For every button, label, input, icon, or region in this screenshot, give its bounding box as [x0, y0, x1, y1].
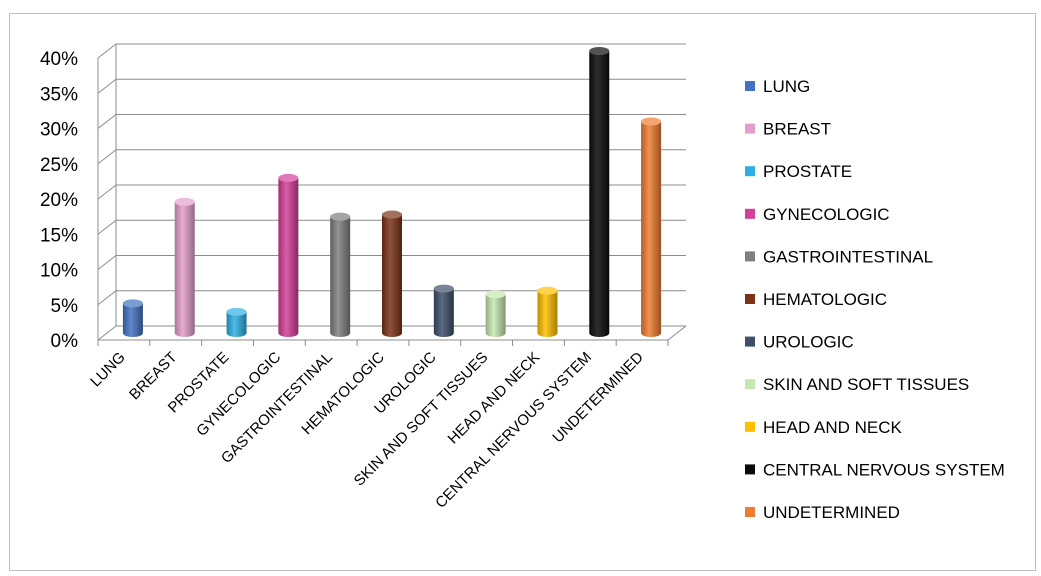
bar-body: [226, 311, 247, 337]
legend-swatch: [745, 81, 755, 91]
bar-top: [485, 290, 506, 299]
legend-swatch: [745, 464, 755, 475]
bar-top: [382, 210, 402, 219]
bar-top: [537, 286, 558, 295]
legend-label: LUNG: [763, 77, 810, 96]
gridline-side: [97, 290, 117, 306]
legend-swatch: [745, 336, 755, 347]
bar-gastrointestinal: [330, 212, 351, 337]
x-tick-label: BREAST: [126, 349, 180, 403]
bar-lung: [122, 299, 143, 337]
gridline-side: [97, 43, 117, 59]
bar-top: [433, 284, 454, 293]
bar-body: [433, 288, 454, 337]
legend-label: HEMATOLOGIC: [763, 290, 887, 309]
bar-hematologic: [382, 210, 402, 337]
legend-item: PROSTATE: [745, 162, 852, 181]
bar-top: [174, 197, 195, 206]
legend-swatch: [745, 166, 755, 177]
legend: LUNG BREAST PROSTATE GYNECOLOGIC GASTROINTES…: [745, 77, 1005, 522]
bar-breast: [174, 197, 195, 337]
bar-body: [537, 290, 558, 337]
legend-swatch: [745, 294, 755, 304]
legend-label: UROLOGIC: [763, 333, 854, 352]
bar-body: [641, 121, 662, 337]
bar-body: [278, 177, 299, 337]
bar-top: [641, 117, 662, 126]
bar-urologic: [433, 284, 454, 337]
legend-label: PROSTATE: [763, 162, 852, 181]
x-tick-labels: LUNGBREASTPROSTATEGYNECOLOGICGASTROINTES…: [87, 349, 647, 512]
y-tick-label: 40%: [40, 49, 78, 70]
bar-central-nervous-system: [589, 47, 610, 337]
bar-body: [589, 51, 610, 337]
gridline-side: [97, 325, 117, 341]
legend-swatch: [745, 507, 755, 517]
legend-item: UNDETERMINED: [745, 503, 900, 522]
legend-swatch: [745, 123, 755, 134]
gridline-side: [97, 149, 117, 165]
y-tick-label: 35%: [40, 84, 78, 105]
floor-edge: [667, 325, 687, 341]
legend-label: HEAD AND NECK: [763, 418, 903, 437]
gridline-side: [97, 219, 117, 235]
y-tick-label: 30%: [40, 120, 78, 141]
y-tick-label: 20%: [40, 190, 78, 211]
bar-gynecologic: [278, 173, 299, 337]
gridline-side: [97, 78, 117, 94]
bar-body: [382, 214, 402, 337]
y-tick-label: 5%: [51, 296, 79, 317]
bar-top: [278, 173, 299, 182]
legend-swatch: [745, 421, 755, 432]
axis-layer: 0% 5% 10% 15% 20% 25% 30% 35% 40%: [40, 44, 687, 352]
legend-label: GASTROINTESTINAL: [763, 247, 933, 266]
legend-label: GYNECOLOGIC: [763, 205, 890, 224]
legend-item: CENTRAL NERVOUS SYSTEM: [745, 460, 1005, 479]
legend-label: UNDETERMINED: [763, 503, 900, 522]
legend-item: GYNECOLOGIC: [745, 205, 890, 224]
legend-item: HEAD AND NECK: [745, 418, 903, 437]
bar-body: [330, 216, 351, 337]
legend-label: SKIN AND SOFT TISSUES: [763, 375, 969, 394]
y-tick-label: 10%: [40, 261, 78, 282]
bar-top: [330, 212, 351, 221]
legend-item: LUNG: [745, 77, 810, 96]
legend-swatch: [745, 208, 755, 219]
gridline-side: [97, 184, 117, 200]
gridline-side: [97, 114, 117, 129]
legend-item: GASTROINTESTINAL: [745, 247, 933, 266]
bar-body: [485, 294, 506, 337]
bar-body: [122, 303, 143, 337]
bar-top: [122, 299, 143, 308]
legend-item: SKIN AND SOFT TISSUES: [745, 375, 969, 394]
y-tick-label: 0%: [51, 331, 79, 352]
bar-undetermined: [641, 117, 662, 337]
bar-skin-and-soft-tissues: [485, 290, 506, 337]
y-tick-label: 15%: [40, 225, 78, 246]
bar-body: [174, 201, 195, 337]
bar-prostate: [226, 307, 247, 337]
gridline-side: [97, 255, 117, 270]
legend-label: CENTRAL NERVOUS SYSTEM: [763, 460, 1005, 479]
legend-label: BREAST: [763, 120, 831, 139]
x-tick-label: HEAD AND NECK: [445, 349, 544, 448]
bar-head-and-neck: [537, 286, 558, 337]
legend-swatch: [745, 379, 755, 390]
legend-item: HEMATOLOGIC: [745, 290, 887, 309]
legend-swatch: [745, 251, 755, 262]
x-tick-label: UNDETERMINED: [549, 349, 647, 447]
bar-top: [226, 307, 247, 316]
x-tick-label: LUNG: [87, 349, 128, 390]
y-tick-label: 25%: [40, 155, 78, 176]
legend-item: UROLOGIC: [745, 333, 854, 352]
bar-top: [589, 47, 610, 55]
bars-layer: [122, 47, 662, 337]
legend-item: BREAST: [745, 120, 831, 139]
